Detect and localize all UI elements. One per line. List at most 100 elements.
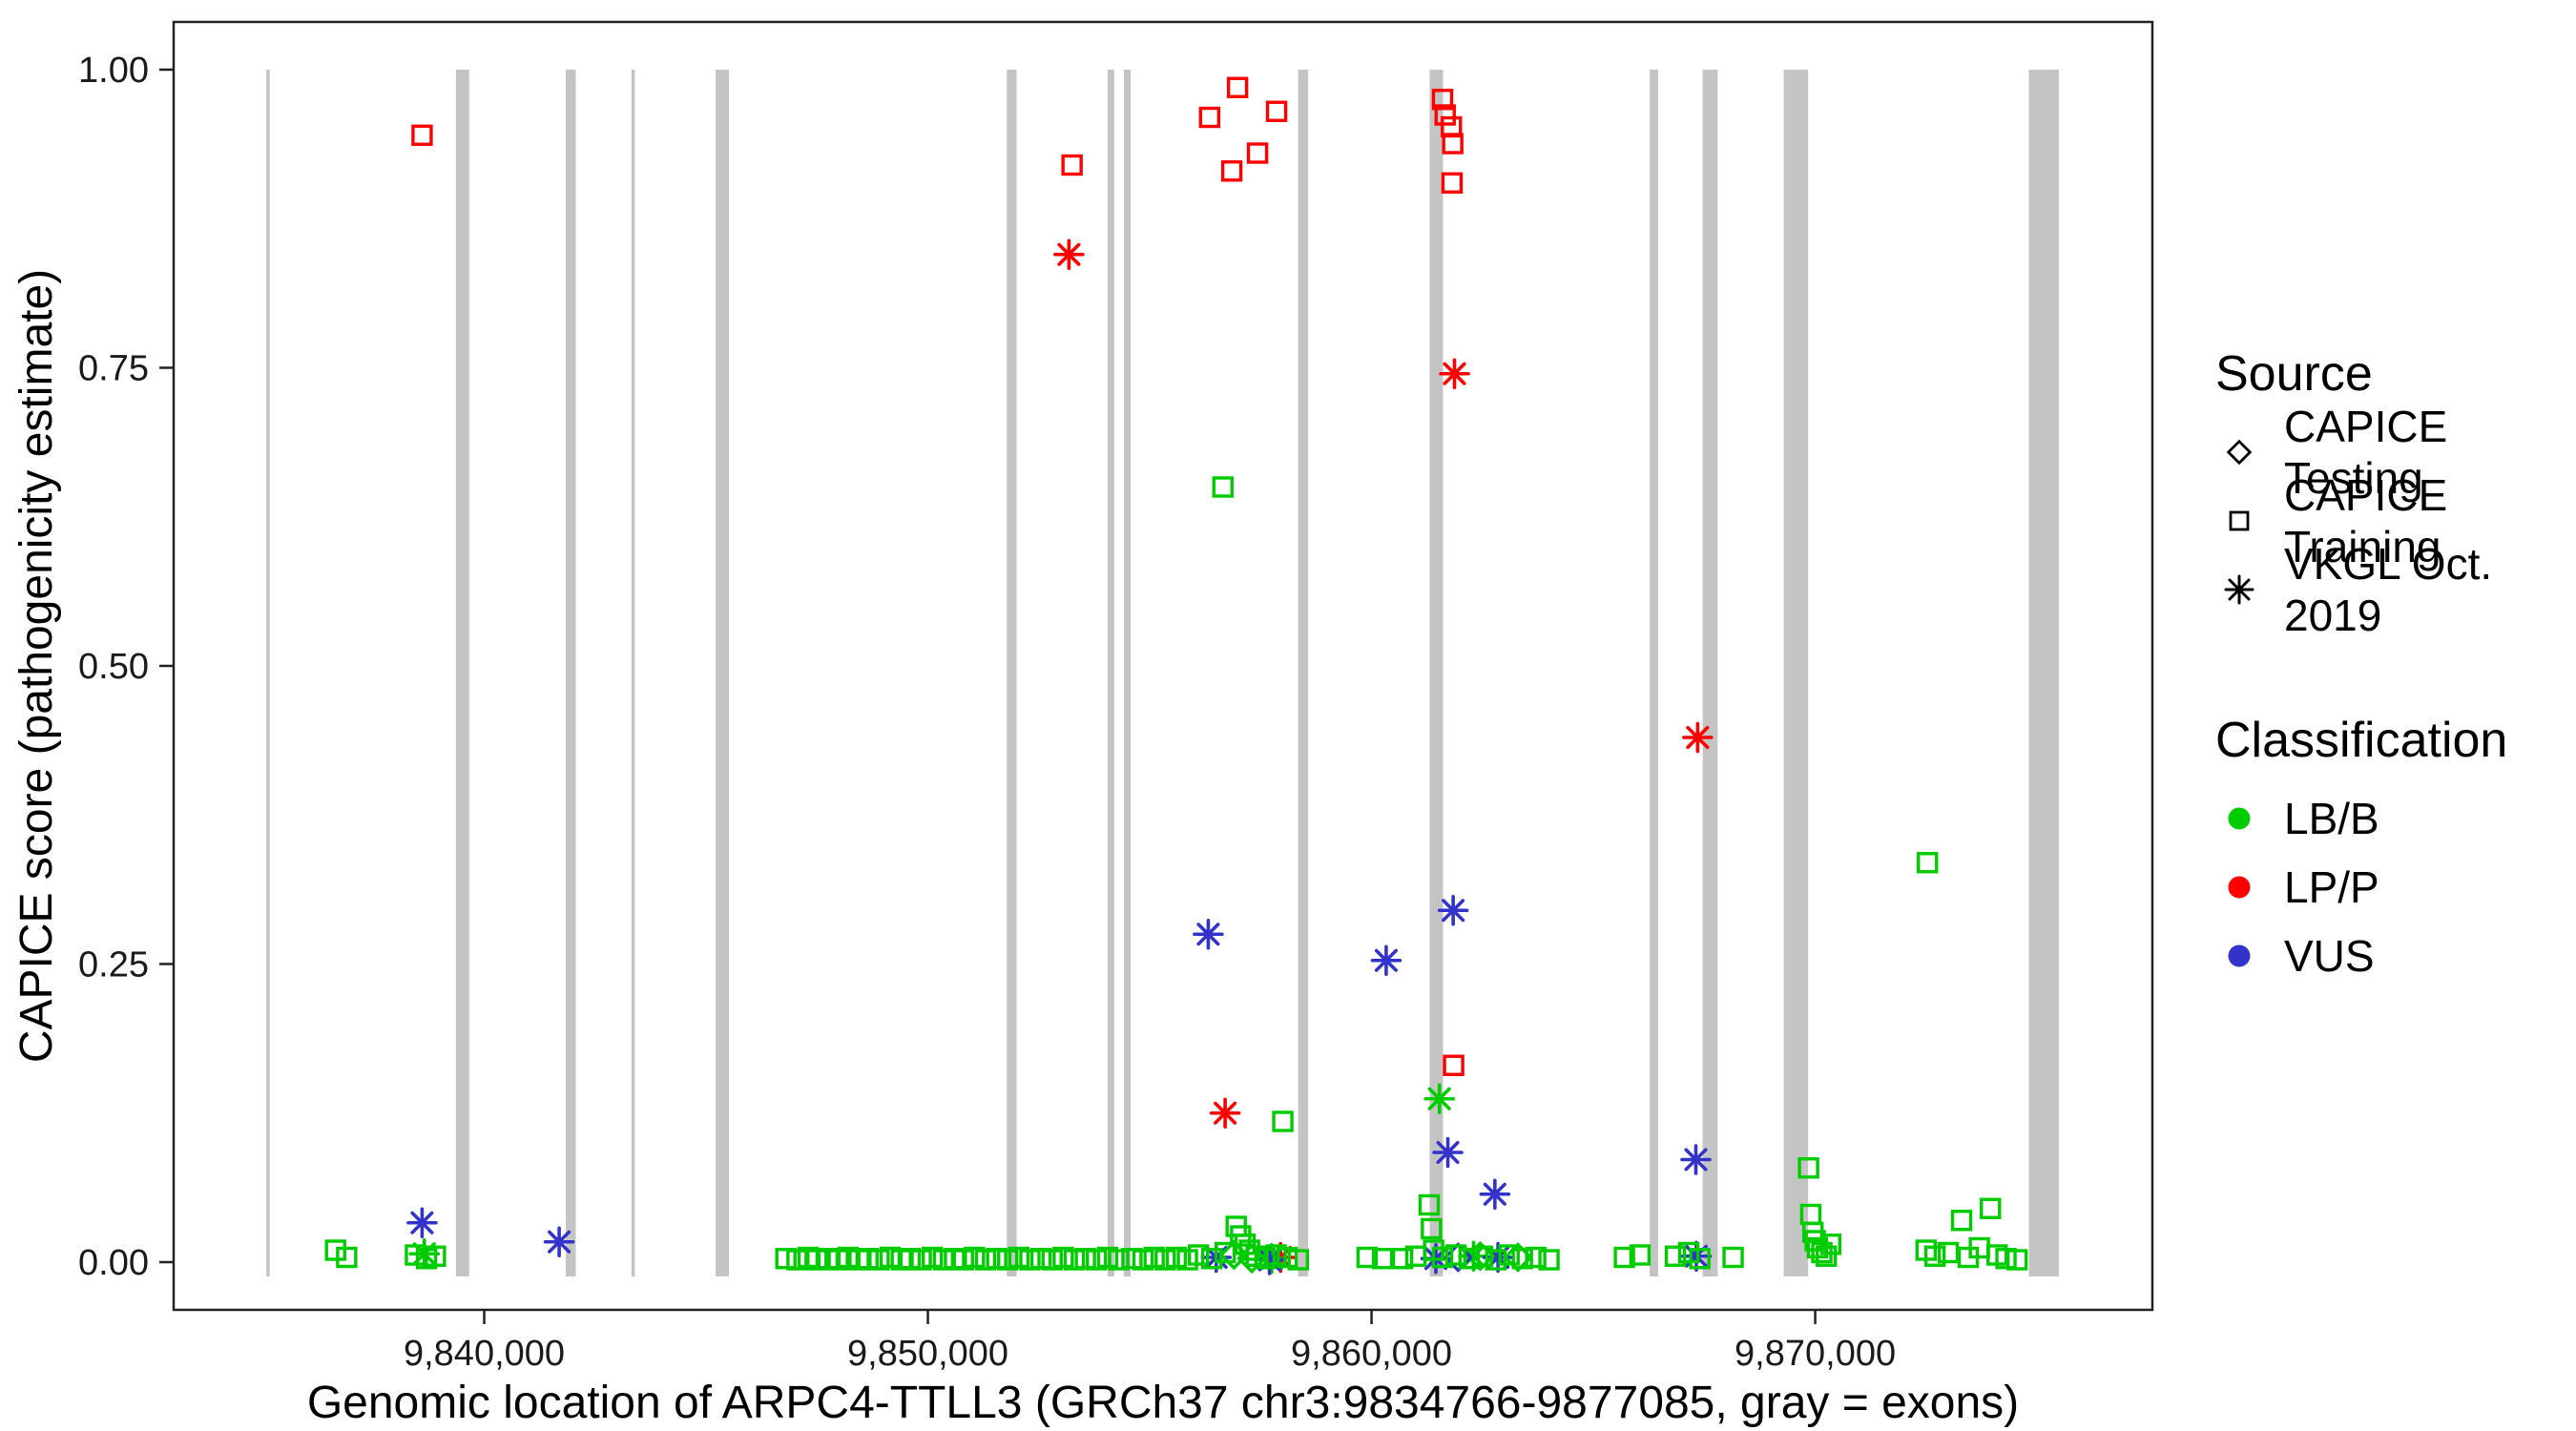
exon-bar <box>1298 70 1309 1276</box>
legend-label-capice-training: CAPICE Training <box>2284 470 2448 571</box>
data-point <box>543 1226 575 1258</box>
legend-item-capice-testing: CAPICE Testing <box>2215 402 2576 503</box>
data-point <box>1063 1249 1086 1271</box>
data-point <box>1819 1234 1842 1255</box>
data-point <box>1143 1246 1165 1269</box>
data-point <box>1797 1157 1819 1179</box>
data-point <box>1096 1246 1119 1269</box>
data-point <box>932 1249 955 1271</box>
x-tick-label: 9,850,000 <box>847 1334 1008 1374</box>
data-point <box>1525 1246 1547 1269</box>
data-point <box>1443 1054 1465 1076</box>
data-point <box>1041 1249 1063 1271</box>
data-point <box>1444 1244 1467 1266</box>
data-point <box>1722 1246 1744 1269</box>
legend-item-capice-training: CAPICE Training <box>2215 470 2576 571</box>
y-axis-title: CAPICE score (pathogenicity estimate) <box>11 269 62 1063</box>
data-point <box>1209 1097 1241 1130</box>
data-point <box>1074 1248 1096 1270</box>
data-point <box>1272 1110 1294 1132</box>
lbb-dot-icon <box>2215 795 2263 842</box>
data-point <box>974 1249 997 1271</box>
data-point <box>857 1248 879 1270</box>
data-point <box>786 1249 808 1271</box>
data-point <box>1371 1248 1394 1270</box>
data-point <box>1176 1249 1198 1271</box>
data-point <box>910 1249 932 1271</box>
legend-classification-title: Classification <box>2215 713 2508 768</box>
data-point <box>921 1246 944 1269</box>
y-tick-label: 1.00 <box>78 51 149 91</box>
data-point <box>1356 1246 1379 1269</box>
data-point <box>1511 1248 1533 1270</box>
square-icon <box>2215 497 2263 545</box>
exon-bar <box>716 70 729 1276</box>
data-point <box>1431 1246 1454 1269</box>
data-point <box>1254 1248 1277 1270</box>
data-point <box>837 1246 860 1269</box>
data-point <box>1200 1248 1223 1270</box>
data-point <box>1664 1245 1687 1267</box>
data-point <box>1680 1144 1712 1175</box>
data-point <box>868 1249 890 1271</box>
data-point <box>964 1246 986 1269</box>
data-point <box>952 1249 974 1271</box>
data-point <box>1220 160 1243 182</box>
x-axis: 9,840,000 9,850,000 9,860,000 9,870,000 <box>404 1310 1896 1374</box>
y-tick-label: 0.25 <box>78 945 149 985</box>
data-point <box>425 1245 447 1267</box>
data-point <box>1246 142 1269 164</box>
data-point <box>1950 1210 1973 1232</box>
x-tick-label: 9,870,000 <box>1735 1334 1896 1374</box>
data-point <box>986 1248 1008 1270</box>
y-tick-label: 0.00 <box>78 1243 149 1283</box>
data-point <box>1613 1246 1635 1269</box>
panel-border <box>172 20 2154 1312</box>
data-point <box>336 1246 358 1269</box>
legend-item-lpp: LP/P <box>2215 853 2576 922</box>
legend-label-lpp: LP/P <box>2284 862 2379 912</box>
data-point <box>1370 944 1402 977</box>
data-point <box>1629 1244 1652 1266</box>
y-axis: 0.00 0.25 0.50 0.75 1.00 <box>78 51 174 1283</box>
data-point <box>1188 1244 1210 1266</box>
data-point <box>1265 100 1288 122</box>
data-points <box>324 76 2028 1275</box>
lpp-dot-icon <box>2215 863 2263 911</box>
legend-item-vus: VUS <box>2215 922 2576 990</box>
data-point <box>1458 1248 1481 1270</box>
legend-item-vkgl: VKGL Oct. 2019 <box>2215 539 2576 640</box>
legend-classification: Classification LB/B LP/P VUS <box>2215 712 2576 990</box>
data-point <box>1434 104 1456 126</box>
data-point <box>1121 1248 1143 1270</box>
data-point <box>775 1248 797 1270</box>
data-point <box>1226 76 1249 98</box>
data-point <box>1471 1245 1494 1267</box>
data-point <box>806 1249 828 1271</box>
exon-bar <box>1702 70 1718 1276</box>
data-point <box>1442 133 1464 155</box>
data-point <box>1008 1246 1030 1269</box>
data-point <box>1132 1249 1154 1271</box>
data-point <box>1198 106 1221 129</box>
data-point <box>1498 1244 1520 1266</box>
legend-label-vkgl: VKGL Oct. 2019 <box>2284 539 2493 640</box>
exon-bar <box>1650 70 1658 1276</box>
legend-source-title: Source <box>2215 346 2373 402</box>
data-point <box>1053 238 1085 271</box>
data-point <box>1677 1241 1700 1264</box>
data-point <box>1265 1244 1287 1266</box>
data-point <box>1234 1234 1257 1255</box>
vus-dot-icon <box>2215 932 2263 980</box>
exon-bar <box>1429 70 1444 1276</box>
data-point <box>1689 1248 1711 1270</box>
data-point <box>1816 1245 1838 1267</box>
exon-bar <box>2028 70 2059 1276</box>
data-point <box>1432 1136 1464 1169</box>
exon-bar <box>1124 70 1132 1276</box>
y-tick-label: 0.50 <box>78 647 149 687</box>
exon-bar <box>455 70 469 1276</box>
exon-bar <box>1783 70 1809 1276</box>
exon-bar <box>631 70 635 1276</box>
